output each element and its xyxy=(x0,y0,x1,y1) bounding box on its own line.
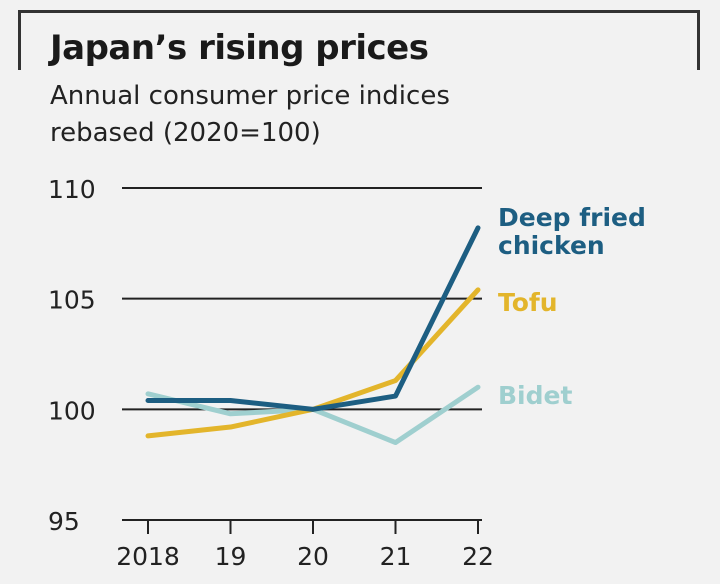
y-tick-label: 105 xyxy=(48,286,96,315)
x-tick-label: 22 xyxy=(462,542,494,571)
frame-right-rule xyxy=(697,10,700,70)
x-tick-label: 2018 xyxy=(116,542,180,571)
x-tick-label: 21 xyxy=(380,542,412,571)
subtitle-line-1: Annual consumer price indices xyxy=(50,81,450,111)
series-label: Deep fried xyxy=(498,203,646,232)
x-tick-label: 20 xyxy=(297,542,329,571)
chart-subtitle: Annual consumer price indices rebased (2… xyxy=(50,78,450,152)
series-label: Tofu xyxy=(498,288,558,317)
chart-title: Japan’s rising prices xyxy=(50,28,429,68)
series-label: chicken xyxy=(498,231,605,260)
y-tick-label: 95 xyxy=(48,507,80,536)
y-tick-label: 100 xyxy=(48,396,96,425)
frame-left-rule xyxy=(18,10,21,70)
subtitle-line-2: rebased (2020=100) xyxy=(50,118,321,148)
y-tick-label: 110 xyxy=(48,175,96,204)
x-tick-label: 19 xyxy=(215,542,247,571)
series-line-tofu xyxy=(145,287,481,439)
frame-top-rule xyxy=(18,10,700,13)
series-line-deep-fried-chicken xyxy=(145,225,481,412)
series-line-bidet xyxy=(145,384,481,446)
series-label: Bidet xyxy=(498,381,572,410)
